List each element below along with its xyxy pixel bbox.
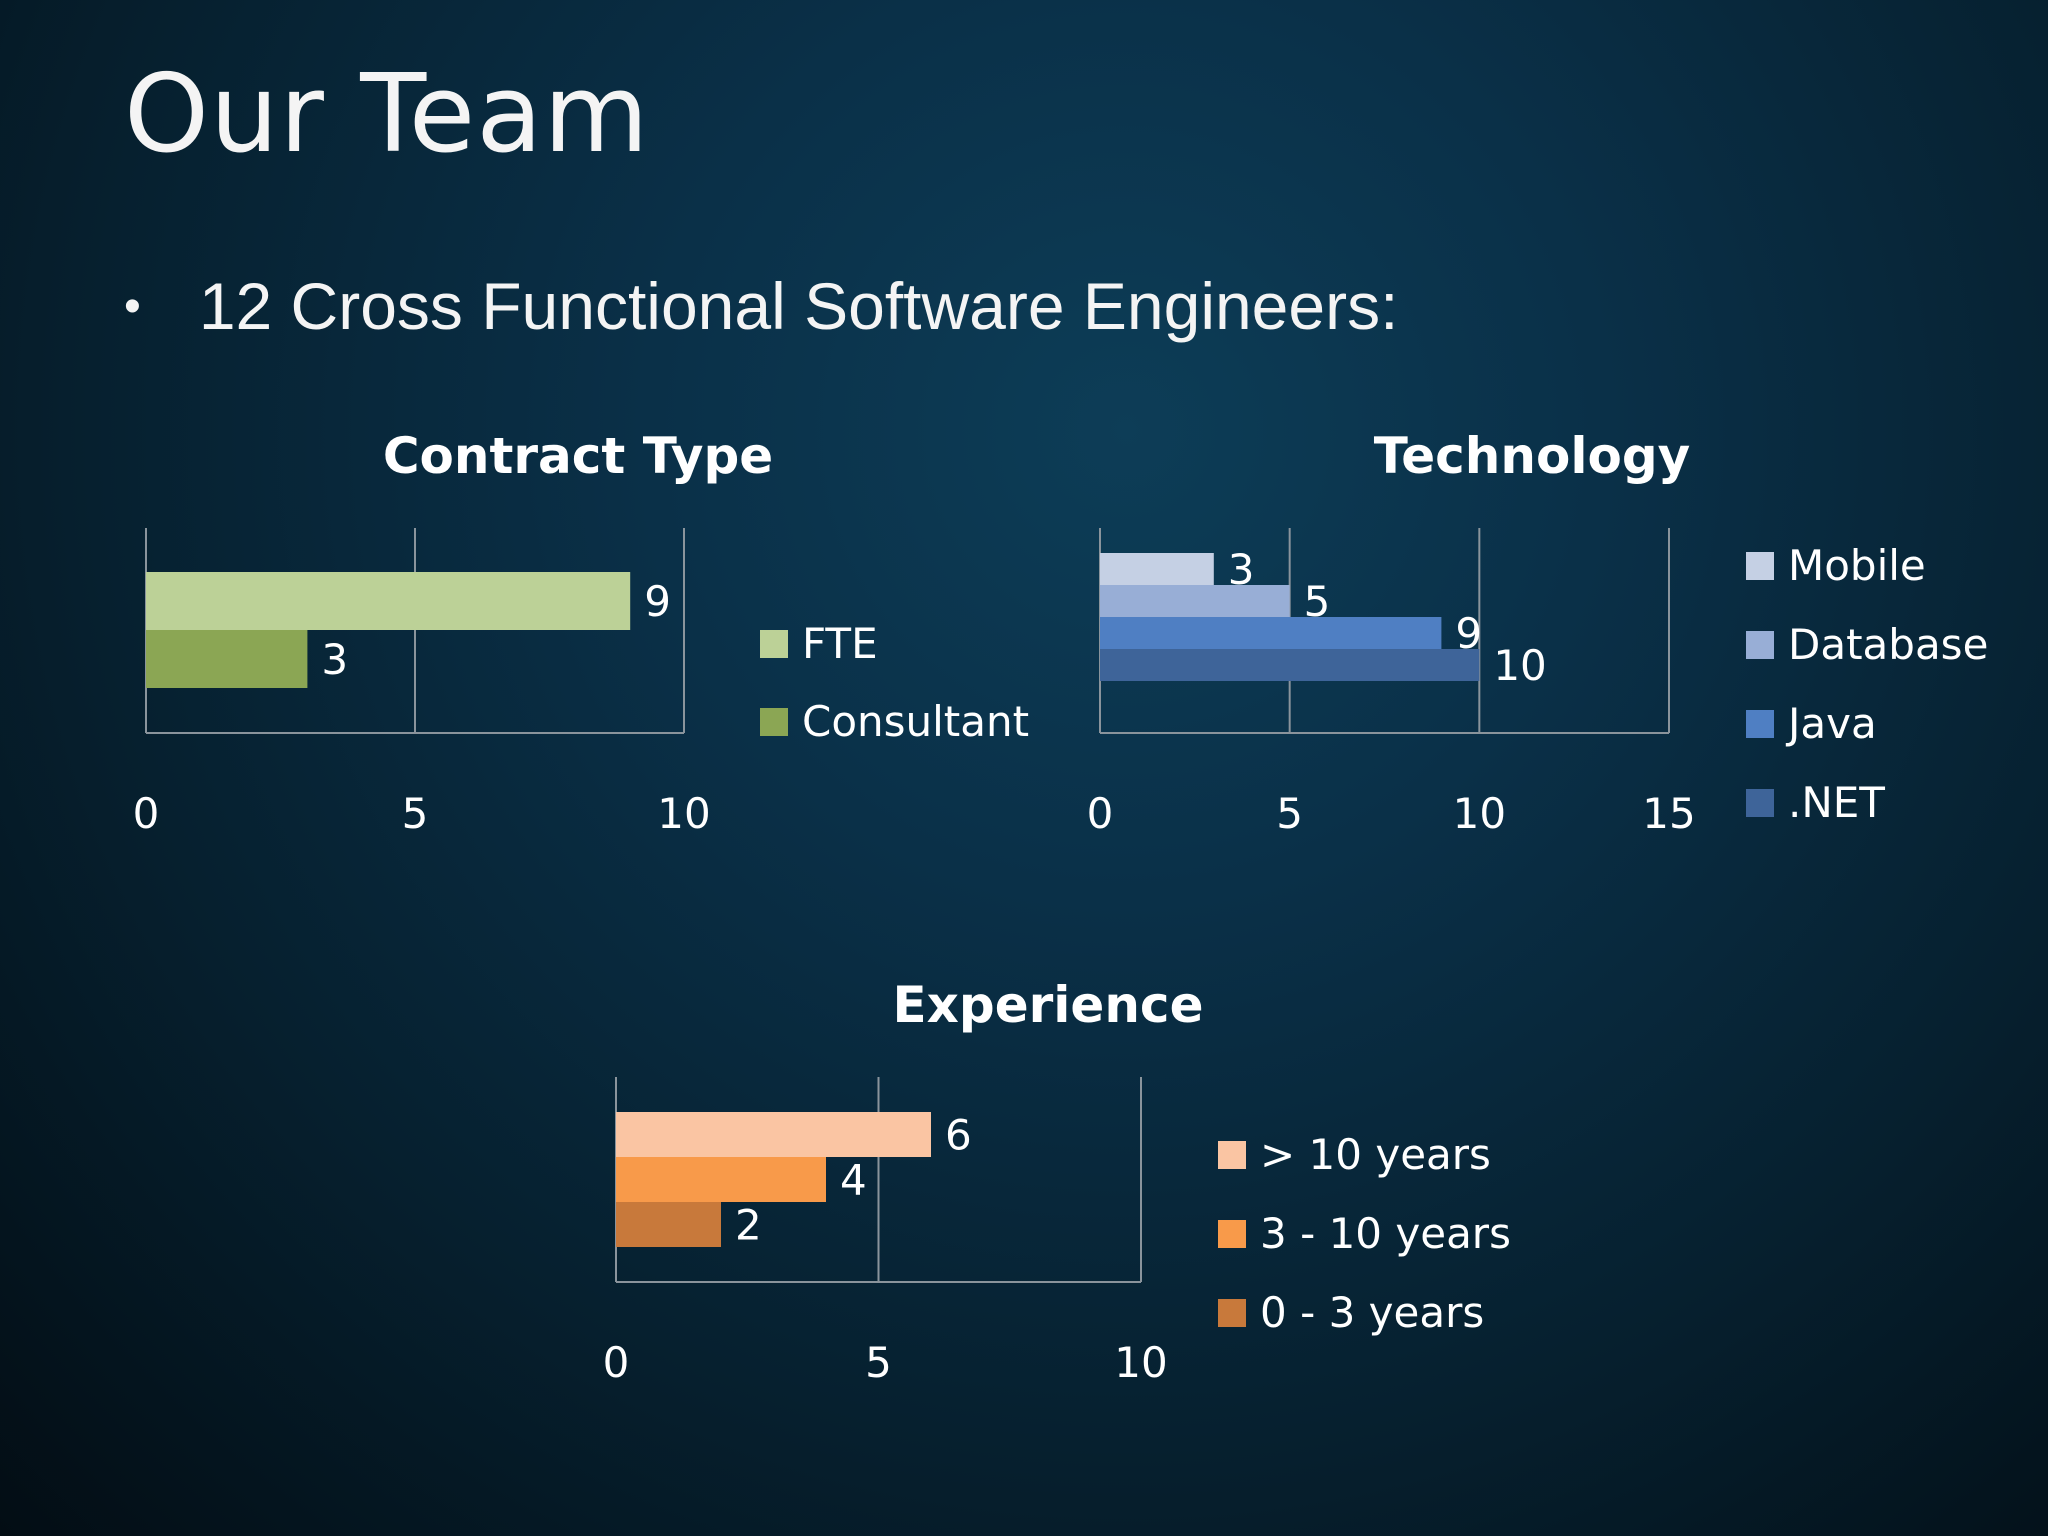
experience-chart-title: Experience [893, 976, 1204, 1034]
slide-title: Our Team [124, 52, 650, 177]
technology-legend-label: Database [1788, 620, 1988, 669]
technology-legend-label: Mobile [1788, 541, 1926, 590]
technology-tick-label: 0 [1087, 789, 1114, 838]
bullet-dot: • [124, 279, 141, 333]
contract-legend-swatch [760, 630, 788, 658]
technology-legend-label: Java [1785, 699, 1877, 748]
bullet-text: 12 Cross Functional Software Engineers: [198, 269, 1399, 343]
experience-bar [616, 1112, 931, 1157]
contract-bar [146, 630, 308, 688]
technology-bar [1100, 617, 1442, 649]
technology-legend-swatch [1746, 631, 1774, 659]
contract-bar [146, 572, 631, 630]
experience-data-label: 6 [945, 1111, 972, 1160]
technology-tick-label: 10 [1453, 789, 1506, 838]
technology-legend-label: .NET [1788, 778, 1885, 827]
experience-tick-label: 0 [603, 1338, 630, 1387]
experience-legend-label: 0 - 3 years [1260, 1288, 1484, 1337]
contract-legend-swatch [760, 708, 788, 736]
experience-legend-label: > 10 years [1260, 1130, 1491, 1179]
experience-data-label: 2 [735, 1201, 762, 1250]
technology-bar [1100, 585, 1290, 617]
experience-legend-label: 3 - 10 years [1260, 1209, 1511, 1258]
experience-data-label: 4 [840, 1156, 867, 1205]
contract-tick-label: 10 [657, 789, 710, 838]
contract-chart-title: Contract Type [383, 427, 773, 485]
contract-data-label: 3 [321, 635, 348, 684]
experience-legend-swatch [1218, 1299, 1246, 1327]
experience-legend-swatch [1218, 1220, 1246, 1248]
technology-chart-title: Technology [1374, 427, 1690, 485]
contract-legend-label: FTE [802, 619, 878, 668]
experience-tick-label: 5 [865, 1338, 892, 1387]
technology-legend-swatch [1746, 789, 1774, 817]
technology-bar [1100, 553, 1214, 585]
technology-bar [1100, 649, 1480, 681]
technology-data-label: 10 [1493, 641, 1546, 690]
experience-bar [616, 1202, 721, 1247]
contract-tick-label: 5 [402, 789, 429, 838]
contract-data-label: 9 [644, 577, 671, 626]
experience-tick-label: 10 [1114, 1338, 1167, 1387]
technology-tick-label: 5 [1276, 789, 1303, 838]
contract-legend-label: Consultant [802, 697, 1029, 746]
experience-legend-swatch [1218, 1141, 1246, 1169]
technology-legend-swatch [1746, 552, 1774, 580]
technology-tick-label: 15 [1642, 789, 1695, 838]
contract-tick-label: 0 [133, 789, 160, 838]
experience-bar [616, 1157, 826, 1202]
technology-legend-swatch [1746, 710, 1774, 738]
bullet-item: • 12 Cross Functional Software Engineers… [124, 268, 1398, 344]
